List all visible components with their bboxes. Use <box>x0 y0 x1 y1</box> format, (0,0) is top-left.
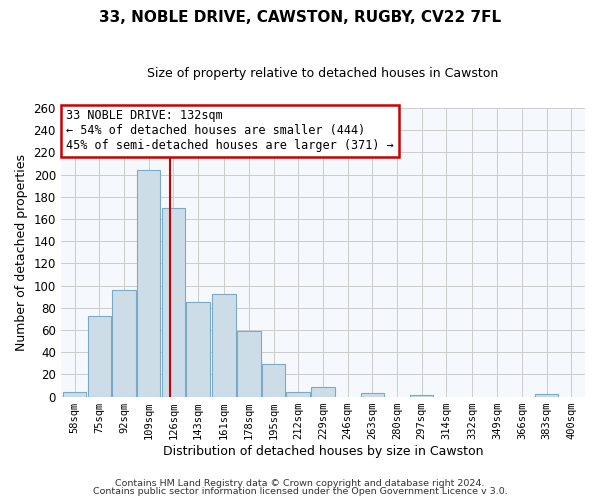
Bar <box>262 364 285 396</box>
X-axis label: Distribution of detached houses by size in Cawston: Distribution of detached houses by size … <box>163 444 483 458</box>
Text: 33 NOBLE DRIVE: 132sqm
← 54% of detached houses are smaller (444)
45% of semi-de: 33 NOBLE DRIVE: 132sqm ← 54% of detached… <box>66 110 394 152</box>
Title: Size of property relative to detached houses in Cawston: Size of property relative to detached ho… <box>147 68 499 80</box>
Bar <box>137 170 160 396</box>
Bar <box>286 392 310 396</box>
Bar <box>237 331 260 396</box>
Text: Contains public sector information licensed under the Open Government Licence v : Contains public sector information licen… <box>92 487 508 496</box>
Text: 33, NOBLE DRIVE, CAWSTON, RUGBY, CV22 7FL: 33, NOBLE DRIVE, CAWSTON, RUGBY, CV22 7F… <box>99 10 501 25</box>
Y-axis label: Number of detached properties: Number of detached properties <box>15 154 28 351</box>
Bar <box>63 392 86 396</box>
Bar <box>535 394 558 396</box>
Text: Contains HM Land Registry data © Crown copyright and database right 2024.: Contains HM Land Registry data © Crown c… <box>115 478 485 488</box>
Bar <box>112 290 136 397</box>
Bar <box>161 208 185 396</box>
Bar <box>212 294 236 396</box>
Bar <box>361 394 384 396</box>
Bar <box>186 302 210 396</box>
Bar <box>88 316 111 396</box>
Bar <box>311 386 335 396</box>
